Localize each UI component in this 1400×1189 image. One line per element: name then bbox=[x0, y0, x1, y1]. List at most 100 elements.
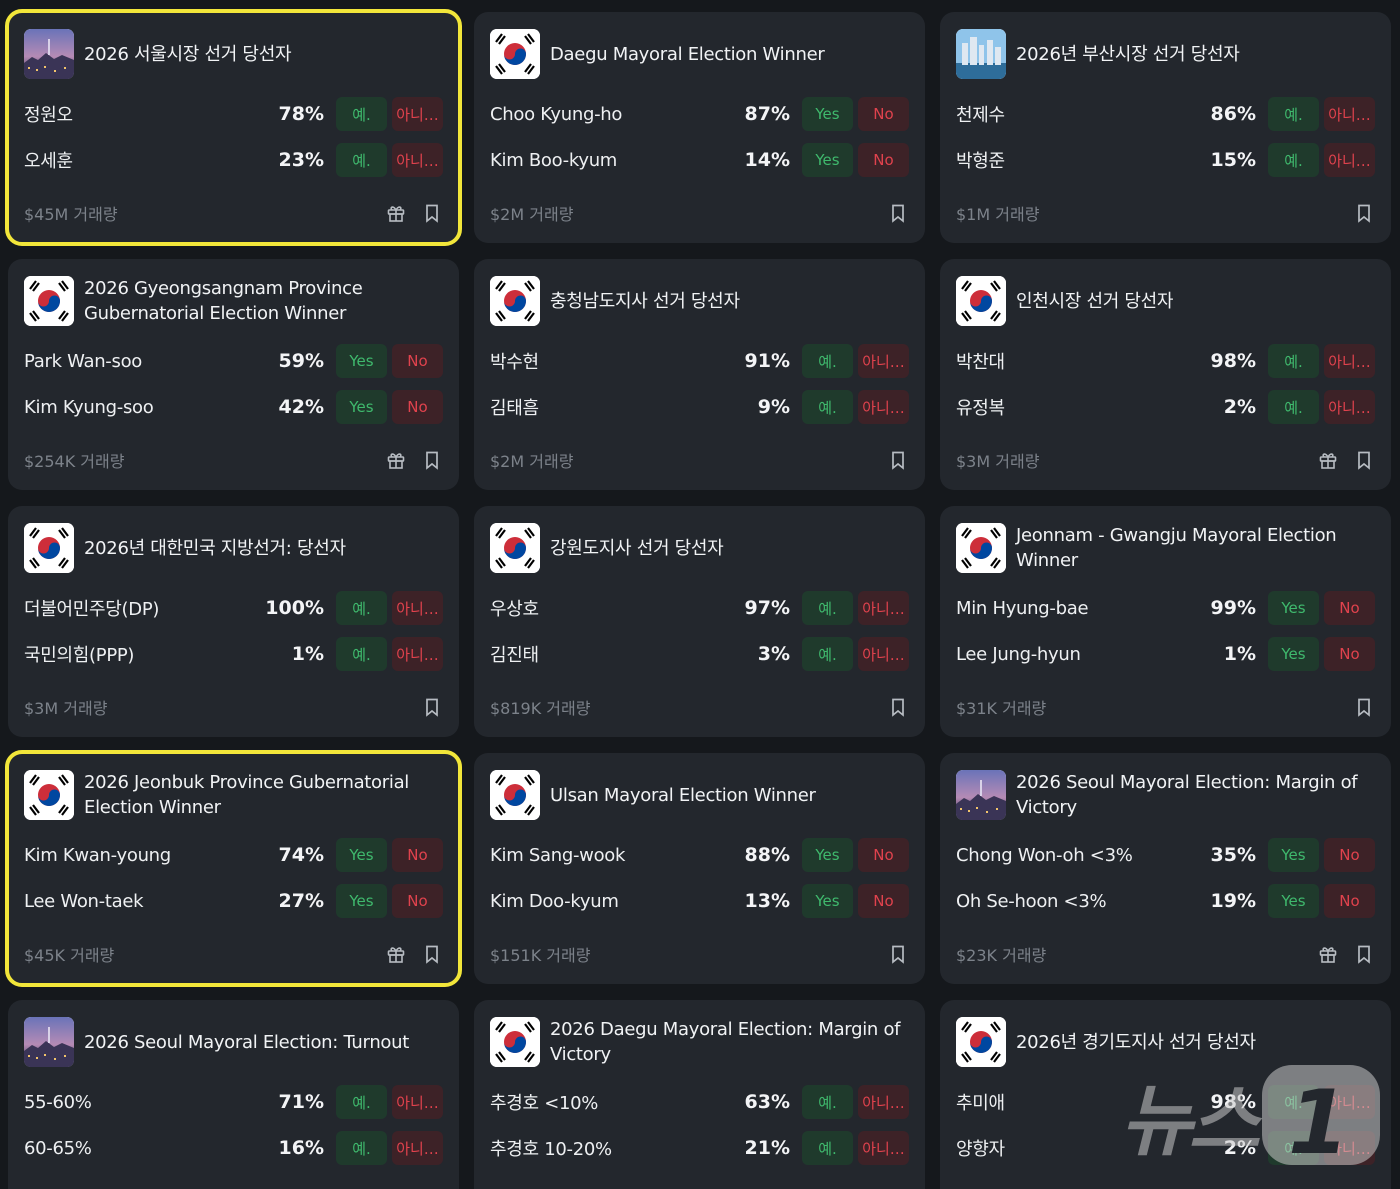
buy-yes-button[interactable]: 예. bbox=[802, 344, 853, 378]
buy-no-button[interactable]: No bbox=[392, 884, 443, 918]
market-title[interactable]: Ulsan Mayoral Election Winner bbox=[550, 784, 816, 806]
buy-yes-button[interactable]: Yes bbox=[1268, 884, 1319, 918]
gift-icon[interactable] bbox=[385, 449, 407, 471]
buy-no-button[interactable]: No bbox=[1324, 637, 1375, 671]
market-title[interactable]: Jeonnam - Gwangju Mayoral Election Winne… bbox=[1016, 525, 1337, 571]
market-card[interactable]: Daegu Mayoral Election Winner Choo Kyung… bbox=[474, 12, 925, 243]
card-header[interactable]: Daegu Mayoral Election Winner bbox=[490, 28, 909, 80]
card-header[interactable]: 2026 Seoul Mayoral Election: Margin of V… bbox=[956, 769, 1375, 821]
buy-no-button[interactable]: 아니… bbox=[392, 1085, 443, 1119]
buy-no-button[interactable]: 아니… bbox=[1324, 344, 1375, 378]
buy-yes-button[interactable]: 예. bbox=[336, 591, 387, 625]
market-card[interactable]: 2026 Daegu Mayoral Election: Margin of V… bbox=[474, 1000, 925, 1189]
market-title[interactable]: 2026 Seoul Mayoral Election: Turnout bbox=[84, 1031, 410, 1053]
bookmark-icon[interactable] bbox=[421, 202, 443, 224]
buy-yes-button[interactable]: Yes bbox=[802, 838, 853, 872]
buy-yes-button[interactable]: 예. bbox=[802, 1131, 853, 1165]
gift-icon[interactable] bbox=[385, 202, 407, 224]
market-card[interactable]: 인천시장 선거 당선자 박찬대 98% 예. 아니… 유정복 2% 예. 아니…… bbox=[940, 259, 1391, 490]
bookmark-icon[interactable] bbox=[887, 943, 909, 965]
market-title[interactable]: Daegu Mayoral Election Winner bbox=[550, 43, 825, 65]
buy-yes-button[interactable]: Yes bbox=[802, 97, 853, 131]
market-card[interactable]: 2026년 대한민국 지방선거: 당선자 더불어민주당(DP) 100% 예. … bbox=[8, 506, 459, 737]
market-card[interactable]: 2026 서울시장 선거 당선자 정원오 78% 예. 아니… 오세훈 23% … bbox=[5, 9, 462, 246]
card-header[interactable]: 2026 Gyeongsangnam Province Gubernatoria… bbox=[24, 275, 443, 327]
bookmark-icon[interactable] bbox=[421, 696, 443, 718]
buy-yes-button[interactable]: 예. bbox=[336, 1131, 387, 1165]
market-title[interactable]: 2026년 경기도지사 선거 당선자 bbox=[1016, 1031, 1256, 1053]
buy-yes-button[interactable]: Yes bbox=[336, 390, 387, 424]
buy-yes-button[interactable]: Yes bbox=[802, 143, 853, 177]
market-card[interactable]: 2026 Gyeongsangnam Province Gubernatoria… bbox=[8, 259, 459, 490]
buy-no-button[interactable]: No bbox=[1324, 838, 1375, 872]
buy-no-button[interactable]: 아니… bbox=[1324, 143, 1375, 177]
buy-no-button[interactable]: No bbox=[392, 838, 443, 872]
buy-no-button[interactable]: No bbox=[858, 838, 909, 872]
card-header[interactable]: Ulsan Mayoral Election Winner bbox=[490, 769, 909, 821]
market-title[interactable]: 2026 서울시장 선거 당선자 bbox=[84, 43, 292, 65]
market-title[interactable]: 충청남도지사 선거 당선자 bbox=[550, 290, 740, 312]
buy-yes-button[interactable]: 예. bbox=[802, 390, 853, 424]
gift-icon[interactable] bbox=[385, 943, 407, 965]
buy-no-button[interactable]: No bbox=[858, 143, 909, 177]
market-card[interactable]: Ulsan Mayoral Election Winner Kim Sang-w… bbox=[474, 753, 925, 984]
buy-no-button[interactable]: 아니… bbox=[392, 143, 443, 177]
market-card[interactable]: Jeonnam - Gwangju Mayoral Election Winne… bbox=[940, 506, 1391, 737]
buy-yes-button[interactable]: Yes bbox=[1268, 637, 1319, 671]
buy-yes-button[interactable]: 예. bbox=[802, 637, 853, 671]
buy-no-button[interactable]: 아니… bbox=[392, 97, 443, 131]
bookmark-icon[interactable] bbox=[887, 696, 909, 718]
market-card[interactable]: 2026 Jeonbuk Province Gubernatorial Elec… bbox=[5, 750, 462, 987]
buy-yes-button[interactable]: 예. bbox=[1268, 390, 1319, 424]
market-title[interactable]: 2026 Seoul Mayoral Election: Margin of V… bbox=[1016, 772, 1358, 818]
buy-yes-button[interactable]: Yes bbox=[802, 884, 853, 918]
bookmark-icon[interactable] bbox=[421, 449, 443, 471]
buy-no-button[interactable]: 아니… bbox=[858, 1085, 909, 1119]
buy-no-button[interactable]: 아니… bbox=[858, 344, 909, 378]
card-header[interactable]: 2026 Jeonbuk Province Gubernatorial Elec… bbox=[24, 769, 443, 821]
buy-no-button[interactable]: 아니… bbox=[858, 1131, 909, 1165]
buy-no-button[interactable]: No bbox=[1324, 591, 1375, 625]
buy-no-button[interactable]: 아니… bbox=[858, 591, 909, 625]
buy-no-button[interactable]: 아니… bbox=[1324, 390, 1375, 424]
buy-yes-button[interactable]: 예. bbox=[1268, 344, 1319, 378]
buy-yes-button[interactable]: 예. bbox=[336, 637, 387, 671]
buy-no-button[interactable]: No bbox=[858, 884, 909, 918]
buy-yes-button[interactable]: 예. bbox=[336, 143, 387, 177]
market-title[interactable]: 2026년 대한민국 지방선거: 당선자 bbox=[84, 537, 346, 559]
card-header[interactable]: 2026 Seoul Mayoral Election: Turnout bbox=[24, 1016, 443, 1068]
gift-icon[interactable] bbox=[1317, 943, 1339, 965]
market-title[interactable]: 강원도지사 선거 당선자 bbox=[550, 537, 724, 559]
gift-icon[interactable] bbox=[1317, 449, 1339, 471]
market-card[interactable]: 충청남도지사 선거 당선자 박수현 91% 예. 아니… 김태흠 9% 예. 아… bbox=[474, 259, 925, 490]
buy-yes-button[interactable]: 예. bbox=[336, 97, 387, 131]
buy-yes-button[interactable]: 예. bbox=[1268, 97, 1319, 131]
market-title[interactable]: 2026 Gyeongsangnam Province Gubernatoria… bbox=[84, 278, 363, 324]
card-header[interactable]: 2026년 부산시장 선거 당선자 bbox=[956, 28, 1375, 80]
buy-yes-button[interactable]: 예. bbox=[802, 591, 853, 625]
bookmark-icon[interactable] bbox=[1353, 943, 1375, 965]
buy-yes-button[interactable]: 예. bbox=[1268, 143, 1319, 177]
bookmark-icon[interactable] bbox=[1353, 449, 1375, 471]
bookmark-icon[interactable] bbox=[887, 202, 909, 224]
market-title[interactable]: 2026 Daegu Mayoral Election: Margin of V… bbox=[550, 1019, 901, 1065]
buy-yes-button[interactable]: Yes bbox=[336, 838, 387, 872]
buy-no-button[interactable]: 아니… bbox=[392, 591, 443, 625]
buy-no-button[interactable]: No bbox=[392, 344, 443, 378]
card-header[interactable]: 충청남도지사 선거 당선자 bbox=[490, 275, 909, 327]
buy-yes-button[interactable]: 예. bbox=[802, 1085, 853, 1119]
market-card[interactable]: 2026년 부산시장 선거 당선자 천제수 86% 예. 아니… 박형준 15%… bbox=[940, 12, 1391, 243]
buy-yes-button[interactable]: Yes bbox=[336, 884, 387, 918]
buy-no-button[interactable]: 아니… bbox=[858, 637, 909, 671]
market-title[interactable]: 2026 Jeonbuk Province Gubernatorial Elec… bbox=[84, 772, 410, 818]
card-header[interactable]: Jeonnam - Gwangju Mayoral Election Winne… bbox=[956, 522, 1375, 574]
market-title[interactable]: 인천시장 선거 당선자 bbox=[1016, 290, 1174, 312]
market-card[interactable]: 강원도지사 선거 당선자 우상호 97% 예. 아니… 김진태 3% 예. 아니… bbox=[474, 506, 925, 737]
buy-no-button[interactable]: No bbox=[858, 97, 909, 131]
card-header[interactable]: 강원도지사 선거 당선자 bbox=[490, 522, 909, 574]
buy-no-button[interactable]: No bbox=[1324, 884, 1375, 918]
buy-yes-button[interactable]: Yes bbox=[336, 344, 387, 378]
bookmark-icon[interactable] bbox=[887, 449, 909, 471]
buy-no-button[interactable]: 아니… bbox=[392, 637, 443, 671]
market-card[interactable]: 2026 Seoul Mayoral Election: Turnout 55-… bbox=[8, 1000, 459, 1189]
